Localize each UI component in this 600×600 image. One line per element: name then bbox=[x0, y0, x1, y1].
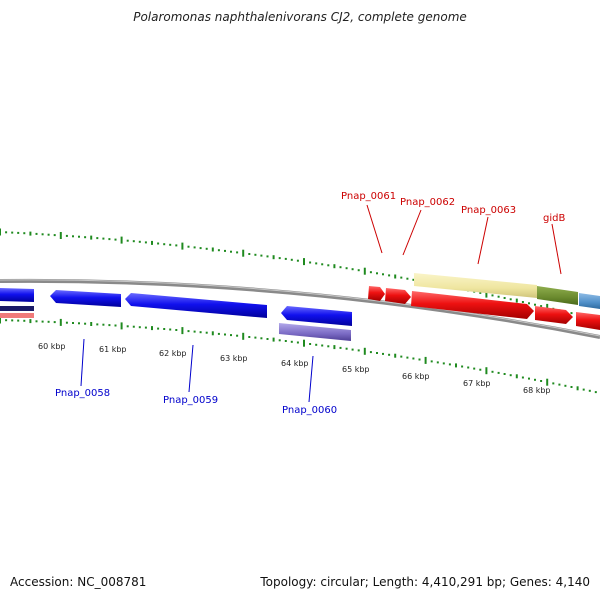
gene-label-pnap-0060[interactable]: Pnap_0060 bbox=[282, 405, 337, 416]
leader-line bbox=[402, 209, 422, 256]
genome-backbone bbox=[0, 278, 600, 339]
forward-leader-lines bbox=[366, 204, 562, 275]
reverse-gene-labels: Pnap_0058 Pnap_0059 Pnap_0060 bbox=[55, 388, 337, 416]
gene-label-pnap-0063[interactable]: Pnap_0063 bbox=[461, 205, 516, 216]
product-band-yellow bbox=[414, 273, 537, 298]
leader-line bbox=[366, 204, 383, 254]
genome-backbone-highlight bbox=[0, 279, 600, 337]
leader-line bbox=[308, 355, 314, 403]
gene-label-pnap-0062[interactable]: Pnap_0062 bbox=[400, 197, 455, 208]
product-band-purple bbox=[279, 323, 351, 341]
reverse-gene-arrow[interactable] bbox=[281, 306, 352, 326]
kbp-label: 66 kbp bbox=[402, 372, 430, 381]
gene-label-gidb[interactable]: gidB bbox=[543, 213, 565, 224]
leader-line bbox=[188, 344, 194, 393]
gene-label-pnap-0061[interactable]: Pnap_0061 bbox=[341, 191, 396, 202]
leader-line bbox=[80, 338, 85, 387]
feature-strip-salmon bbox=[0, 313, 34, 318]
kbp-label: 60 kbp bbox=[38, 342, 66, 351]
reverse-leader-lines bbox=[80, 338, 314, 403]
forward-gene-labels: Pnap_0061 Pnap_0062 Pnap_0063 gidB bbox=[341, 191, 565, 224]
feature-strip-dark bbox=[0, 306, 34, 311]
kbp-label: 63 kbp bbox=[220, 354, 248, 363]
map-title: Polaromonas naphthalenivorans CJ2, compl… bbox=[133, 10, 467, 24]
reverse-gene-arrow[interactable] bbox=[125, 293, 267, 318]
forward-gene-arrow[interactable] bbox=[368, 286, 385, 301]
reverse-gene-arrow[interactable] bbox=[50, 290, 121, 307]
forward-gene-arrow[interactable] bbox=[576, 312, 600, 330]
accession-text: Accession: NC_008781 bbox=[10, 575, 147, 589]
kbp-label: 61 kbp bbox=[99, 345, 127, 354]
forward-gene-arrow[interactable] bbox=[385, 288, 411, 304]
gene-label-pnap-0059[interactable]: Pnap_0059 bbox=[163, 395, 218, 406]
gene-label-pnap-0058[interactable]: Pnap_0058 bbox=[55, 388, 110, 399]
kbp-label: 67 kbp bbox=[463, 379, 491, 388]
kbp-label: 62 kbp bbox=[159, 349, 187, 358]
reverse-gene-arrow[interactable] bbox=[0, 288, 34, 302]
kbp-label: 68 kbp bbox=[523, 386, 551, 395]
leader-line bbox=[477, 216, 489, 265]
forward-gene-arrow[interactable] bbox=[411, 291, 534, 319]
product-band-steel bbox=[579, 293, 600, 309]
product-band-olive bbox=[537, 286, 578, 305]
inner-tick-row bbox=[0, 316, 597, 394]
topology-text: Topology: circular; Length: 4,410,291 bp… bbox=[260, 575, 590, 589]
kbp-label: 65 kbp bbox=[342, 365, 370, 374]
kbp-label: 64 kbp bbox=[281, 359, 309, 368]
leader-line bbox=[551, 223, 562, 275]
kbp-label-group: 60 kbp 61 kbp 62 kbp 63 kbp 64 kbp 65 kb… bbox=[38, 342, 551, 395]
forward-gene-arrow[interactable] bbox=[535, 306, 573, 324]
